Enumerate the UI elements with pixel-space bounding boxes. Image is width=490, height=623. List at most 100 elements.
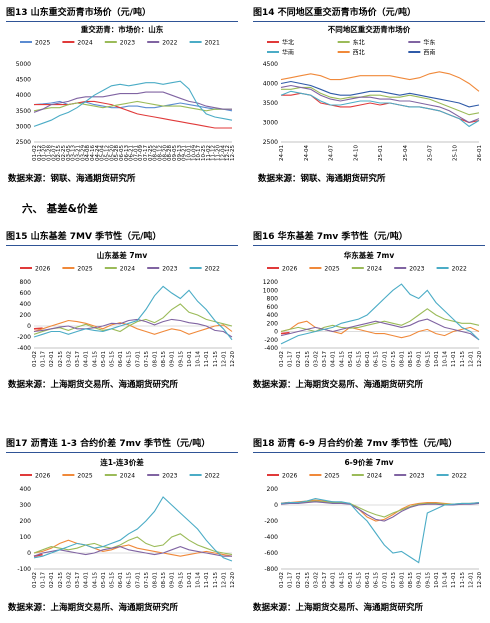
- series-line-2024: [33, 533, 233, 556]
- x-tick-label: 05-15: [109, 351, 115, 367]
- x-tick-label: 10-01: [187, 145, 193, 161]
- series-line-2022: [280, 283, 480, 345]
- x-tick-label: 02-01: [296, 351, 302, 367]
- legend-label: 2025: [77, 473, 92, 480]
- y-tick-label: -400: [264, 345, 278, 352]
- y-tick-label: -400: [264, 534, 278, 541]
- x-tick-label: 08-15: [408, 351, 414, 367]
- x-tick-label: 05-28: [114, 145, 120, 161]
- legend-label: 2025: [35, 40, 50, 47]
- x-tick-label: 24-07: [329, 145, 335, 161]
- x-tick-label: 10-14: [443, 351, 449, 367]
- x-tick-label: 05-15: [356, 572, 362, 588]
- caption-rule: [6, 452, 238, 453]
- x-tick-label: 12-12: [225, 145, 231, 161]
- y-tick-label: 3500: [16, 108, 31, 115]
- series-line-2021: [33, 80, 233, 127]
- x-tick-label: 08-02: [153, 145, 159, 161]
- x-tick-label: 03-29: [80, 145, 86, 161]
- x-tick-label: 11-15: [213, 572, 219, 588]
- figure-caption-14: 图14 不同地区重交沥青市场价（元/吨）: [253, 8, 416, 18]
- x-tick-label: 03-17: [322, 351, 328, 367]
- x-tick-label: 24-04: [304, 145, 310, 161]
- legend-label: 华南: [282, 49, 294, 57]
- y-tick-label: -800: [264, 566, 278, 573]
- chart-title: 不同地区重交沥青市场价: [328, 24, 411, 34]
- legend-label: 2021: [205, 40, 220, 47]
- legend-label: 2022: [205, 473, 220, 480]
- chart-17: 连1-连3价差 2026 2025 2024 2023 2022 -100 0 100 200 30…: [17, 457, 236, 588]
- series-line-西南: [280, 80, 480, 108]
- x-tick-label: 05-01: [101, 351, 107, 367]
- series-line-2025: [33, 319, 233, 335]
- legend-label: 西北: [353, 49, 365, 57]
- x-tick-label: 05-20: [109, 145, 115, 161]
- legend-label: 2023: [162, 473, 177, 480]
- y-tick-label: 4500: [16, 77, 31, 84]
- x-tick-label: 02-15: [58, 351, 64, 367]
- x-tick-label: 02-01: [296, 572, 302, 588]
- chart-title: 山东基差 7mv: [97, 250, 148, 260]
- figure-caption-17: 图17 沥青连 1-3 合约价差 7mv 季节性（元/吨）: [6, 439, 211, 449]
- y-tick-label: -400: [17, 345, 31, 352]
- x-tick-label: 06-21: [129, 145, 135, 161]
- x-tick-label: 11-01: [204, 572, 210, 588]
- caption-rule: [6, 21, 238, 22]
- y-tick-label: 2500: [16, 139, 31, 146]
- caption-rule: [253, 245, 485, 246]
- x-tick-label: 01-02: [32, 572, 38, 588]
- legend-label: 2023: [409, 473, 424, 480]
- x-tick-label: 10-17: [196, 145, 202, 161]
- x-tick-label: 01-17: [288, 572, 294, 588]
- y-tick-label: 0: [27, 323, 31, 330]
- section-heading: 六、 基差&价差: [22, 203, 98, 215]
- x-tick-label: 01-20: [42, 145, 48, 161]
- chart-title: 6-9价差 7mv: [344, 457, 393, 467]
- x-tick-label: 03-02: [313, 351, 319, 367]
- legend-label: 2024: [120, 473, 135, 480]
- legend-label: 2026: [35, 266, 50, 273]
- x-tick-label: 03-17: [75, 351, 81, 367]
- x-tick-label: 10-25: [201, 145, 207, 161]
- x-tick-label: 04-15: [92, 572, 98, 588]
- x-tick-label: 05-01: [348, 351, 354, 367]
- x-tick-label: 11-02: [206, 145, 212, 161]
- x-tick-label: 09-05: [172, 145, 178, 161]
- x-tick-label: 05-04: [100, 145, 106, 161]
- x-tick-label: 12-20: [477, 351, 483, 367]
- x-tick-label: 01-28: [46, 145, 52, 161]
- series-line-2023: [280, 318, 480, 341]
- y-tick-label: 4000: [263, 81, 278, 88]
- figure-caption-18: 图18 沥青 6-9 月合约价差 7mv 季节性（元/吨）: [253, 439, 458, 449]
- x-tick-label: 08-15: [161, 351, 167, 367]
- x-tick-label: 07-15: [391, 351, 397, 367]
- x-tick-label: 08-15: [161, 572, 167, 588]
- series-line-2023: [33, 318, 233, 338]
- x-tick-label: 07-15: [391, 572, 397, 588]
- y-tick-label: 600: [267, 304, 279, 311]
- y-tick-label: 3000: [16, 123, 31, 130]
- chart-18: 6-9价差 7mv 2026 2025 2024 2023 2022 -800 -600 -40…: [264, 457, 483, 588]
- legend-label: 2023: [162, 266, 177, 273]
- x-tick-label: 25-10: [452, 145, 458, 161]
- x-tick-label: 07-01: [135, 572, 141, 588]
- x-tick-label: 24-01: [279, 145, 285, 161]
- x-tick-label: 06-01: [118, 351, 124, 367]
- x-tick-label: 06-01: [118, 572, 124, 588]
- x-tick-label: 07-15: [144, 572, 150, 588]
- x-tick-label: 01-02: [279, 572, 285, 588]
- x-tick-label: 08-12: [158, 145, 164, 161]
- x-tick-label: 06-05: [119, 145, 125, 161]
- x-tick-label: 03-02: [66, 351, 72, 367]
- series-line-2024: [280, 500, 479, 518]
- series-line-2022: [280, 498, 480, 564]
- series-line-2023: [33, 546, 232, 557]
- caption-rule: [253, 452, 485, 453]
- x-tick-label: 26-01: [477, 145, 483, 161]
- x-tick-label: 03-02: [66, 572, 72, 588]
- x-tick-label: 06-01: [365, 351, 371, 367]
- x-tick-label: 11-15: [460, 351, 466, 367]
- chart-title: 连1-连3价差: [100, 457, 144, 467]
- x-tick-label: 11-20: [216, 145, 222, 161]
